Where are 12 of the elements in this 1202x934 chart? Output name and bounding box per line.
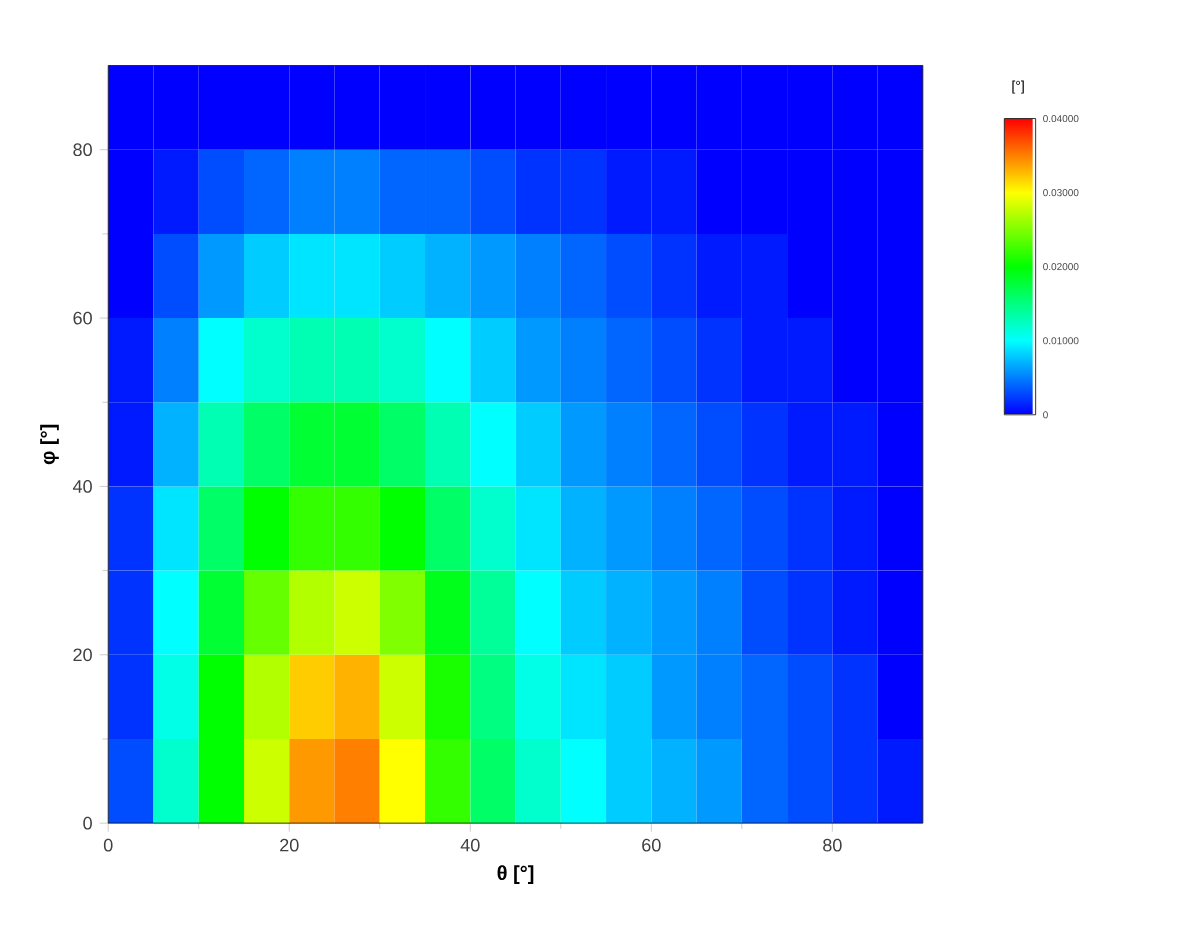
y-tick-label: 20 <box>73 648 92 662</box>
y-tick-label: 40 <box>72 479 92 493</box>
y-tick-label: 80 <box>73 143 92 156</box>
x-tick-label: 0 <box>103 838 113 852</box>
y-tick-label: 60 <box>73 311 92 325</box>
x-axis-title: θ [°] <box>497 865 534 884</box>
x-tick-label: 40 <box>460 838 480 852</box>
x-tick-label: 20 <box>280 838 299 852</box>
x-tick-label: 80 <box>823 838 842 852</box>
y-tick-label: 0 <box>83 816 92 830</box>
x-tick-label: 60 <box>642 838 661 852</box>
y-axis-title: φ [°] <box>40 424 59 465</box>
